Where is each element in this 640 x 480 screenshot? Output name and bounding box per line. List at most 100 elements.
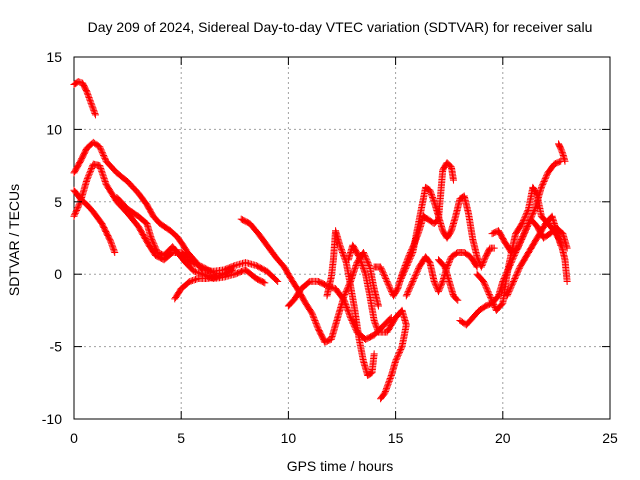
interpolated-markers (135, 213, 150, 227)
data-point (396, 277, 404, 285)
interpolated-markers (99, 221, 114, 244)
interpolated-markers (368, 351, 378, 375)
plot-frame (73, 56, 611, 420)
interpolated-markers (83, 89, 95, 106)
interpolated-markers (444, 254, 455, 269)
data-point (480, 277, 488, 285)
interpolated-markers (264, 268, 281, 284)
interpolated-markers (409, 264, 422, 284)
interpolated-markers (189, 259, 205, 270)
interpolated-markers (247, 221, 261, 236)
interpolated-markers (316, 278, 330, 289)
series-arc-14 (434, 256, 462, 304)
interpolated-markers (482, 245, 493, 260)
interpolated-markers (114, 170, 130, 185)
interpolated-markers (363, 332, 377, 343)
y-tick-label: 0 (54, 266, 62, 282)
interpolated-markers (332, 286, 347, 303)
interpolated-markers (403, 250, 416, 269)
x-tick-label: 15 (388, 430, 404, 446)
data-point (377, 263, 385, 271)
interpolated-markers (470, 307, 482, 321)
interpolated-markers (356, 337, 367, 363)
interpolated-markers (328, 257, 337, 279)
interpolated-markers (431, 216, 441, 226)
interpolated-markers (528, 216, 540, 229)
interpolated-markers (90, 209, 105, 226)
interpolated-markers (495, 228, 508, 245)
data-point (370, 317, 378, 325)
y-tick-label: 10 (46, 121, 62, 137)
interpolated-markers (243, 267, 259, 282)
interpolated-markers (504, 279, 517, 298)
interpolated-markers (76, 78, 85, 87)
interpolated-markers (469, 237, 481, 259)
chart-title: Day 209 of 2024, Sidereal Day-to-day VTE… (88, 19, 593, 35)
series-arc-1 (70, 78, 99, 119)
interpolated-markers (264, 242, 279, 260)
interpolated-markers (125, 211, 141, 229)
series-arc-3 (70, 186, 119, 256)
interpolated-markers (148, 235, 161, 255)
interpolated-markers (509, 245, 520, 256)
interpolated-markers (381, 373, 395, 395)
interpolated-markers (178, 250, 195, 266)
plot-border (73, 56, 611, 420)
interpolated-markers (435, 279, 446, 294)
data-point (229, 266, 237, 274)
interpolated-markers (530, 185, 540, 197)
interpolated-markers (444, 160, 454, 170)
interpolated-markers (88, 101, 99, 117)
series-arc-10 (344, 241, 410, 403)
interpolated-markers (561, 257, 571, 284)
interpolated-markers (125, 179, 141, 196)
data-point (402, 263, 410, 271)
data-point (434, 288, 442, 296)
interpolated-markers (366, 294, 378, 323)
series-arc-19 (555, 140, 569, 165)
data-point (518, 220, 526, 228)
data-point (87, 99, 95, 107)
interpolated-markers (71, 199, 84, 219)
interpolated-markers (380, 315, 394, 329)
data-point (514, 244, 522, 252)
interpolated-markers (418, 185, 429, 211)
interpolated-markers (392, 344, 405, 364)
data-point (308, 309, 316, 317)
interpolated-markers (388, 359, 399, 378)
interpolated-markers (534, 221, 549, 241)
interpolated-markers (322, 336, 334, 346)
interpolated-markers (168, 228, 180, 240)
interpolated-markers (377, 264, 390, 284)
interpolated-markers (328, 315, 341, 342)
interpolated-markers (103, 158, 120, 176)
interpolated-markers (480, 279, 493, 298)
interpolated-markers (135, 224, 152, 248)
x-tick-label: 0 (70, 430, 78, 446)
interpolated-markers (77, 146, 90, 164)
data-point (510, 277, 518, 285)
data-point (274, 277, 282, 285)
interpolated-markers (478, 254, 489, 269)
axis-ticks: 0 5 10 15 20 25 -10 -5 0 5 10 15 (42, 49, 618, 446)
data-point (387, 372, 395, 380)
interpolated-markers (552, 158, 563, 168)
interpolated-markers (200, 264, 216, 276)
interpolated-markers (413, 207, 425, 233)
interpolated-markers (254, 275, 268, 286)
interpolated-markers (384, 315, 399, 335)
data-point (147, 234, 155, 242)
series-arc-2 (70, 138, 282, 285)
interpolated-markers (510, 264, 523, 284)
data-point (83, 176, 91, 184)
interpolated-markers (273, 254, 287, 270)
data-point (503, 292, 511, 300)
data-point (557, 241, 565, 249)
interpolated-markers (114, 199, 130, 216)
data-point (355, 253, 363, 261)
x-tick-label: 10 (281, 430, 297, 446)
interpolated-markers (421, 213, 431, 222)
interpolated-markers (309, 311, 322, 332)
interpolated-markers (467, 254, 480, 270)
